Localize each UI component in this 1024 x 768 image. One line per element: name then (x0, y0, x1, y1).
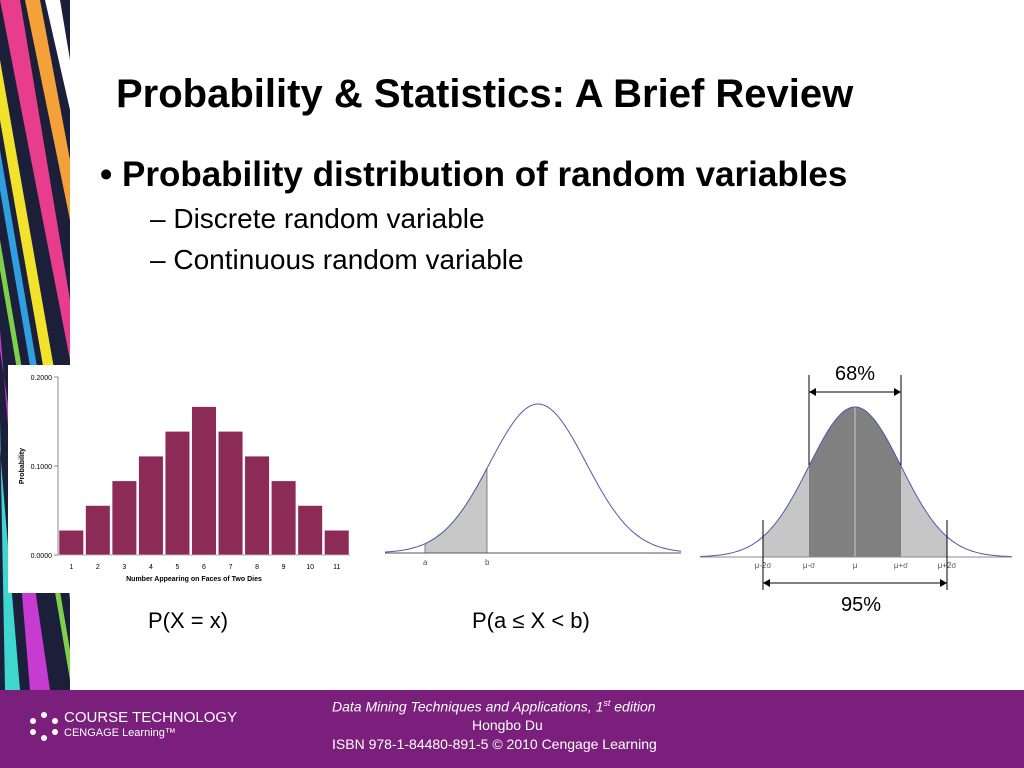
bar (271, 480, 297, 556)
bar (218, 431, 244, 556)
bar (164, 431, 190, 556)
bullet: • Probability distribution of random var… (100, 155, 848, 194)
sub-bullet: – Continuous random variable (150, 244, 524, 275)
x-tick-label: 11 (333, 564, 340, 571)
normal-label: μ (853, 561, 858, 570)
percent-label: 95% (841, 594, 881, 616)
bar (297, 505, 323, 556)
bar (138, 455, 164, 556)
logo-icon (30, 712, 58, 741)
y-tick-label: 0.2000 (31, 375, 53, 382)
bar (85, 505, 111, 556)
sub-bullet-text: Discrete random variable (173, 203, 485, 234)
x-tick-label: 3 (122, 564, 126, 571)
x-tick-label: 7 (229, 564, 233, 571)
figures: 0.0000 0.1000 0.2000 1 2 3 4 5 6 7 8 9 10 11 Number Ap… (19, 363, 1013, 616)
logo-text: COURSE TECHNOLOGY (64, 709, 238, 726)
interval-label: a (423, 558, 428, 567)
normal-curve (699, 406, 1013, 558)
x-tick-label: 1 (69, 564, 73, 571)
sub-bullet: – Discrete random variable (150, 203, 485, 234)
x-tick-label: 5 (176, 564, 180, 571)
bullet-text: Probability distribution of random varia… (121, 155, 848, 194)
x-tick-label: 4 (149, 564, 153, 571)
normal-label: μ+σ (894, 561, 908, 570)
y-tick-label: 0.0000 (31, 553, 53, 560)
slide-title: Probability & Statistics: A Brief Review (116, 72, 854, 116)
bar (58, 530, 84, 556)
normal-curve (384, 403, 682, 553)
sub-bullet-text: Continuous random variable (173, 244, 524, 275)
y-tick-label: 0.1000 (31, 464, 53, 471)
isbn: ISBN 978-1-84480-891-5 © 2010 Cengage Le… (332, 736, 657, 752)
x-axis-label: Number Appearing on Faces of Two Dies (126, 576, 262, 583)
interval-label: b (485, 558, 490, 567)
x-tick-label: 6 (202, 564, 206, 571)
caption: P(X = x) (148, 608, 229, 633)
author: Hongbo Du (472, 717, 543, 733)
normal-label: μ-σ (803, 561, 815, 570)
x-tick-label: 8 (255, 564, 259, 571)
y-axis-label: Probability (19, 448, 26, 484)
logo-text: CENGAGE Learning™ (64, 727, 176, 739)
bar (111, 480, 137, 556)
bar (324, 530, 350, 556)
book-text: edition (614, 698, 656, 715)
percent-label: 68% (835, 363, 875, 385)
bar (244, 455, 270, 556)
book-text: Data Mining Techniques and Applications,… (332, 698, 604, 715)
footer: COURSE TECHNOLOGY CENGAGE Learning™ Data… (0, 690, 1024, 768)
caption: P(a ≤ X < b) (472, 608, 590, 633)
superscript: st (603, 698, 611, 708)
x-tick-label: 10 (306, 564, 314, 571)
book-title: Data Mining Techniques and Applications,… (332, 698, 656, 715)
bar (191, 406, 217, 556)
shaded-area (424, 466, 488, 554)
x-tick-label: 9 (282, 564, 286, 571)
x-tick-label: 2 (96, 564, 100, 571)
